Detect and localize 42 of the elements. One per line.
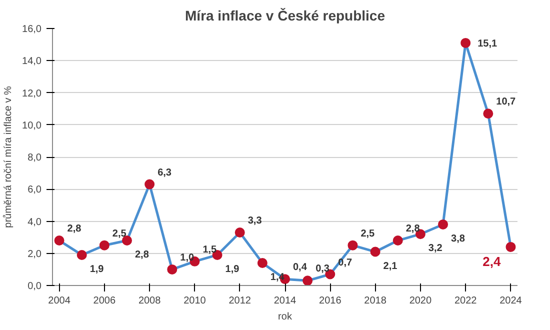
chart-title: Míra inflace v České republice [185,8,386,24]
x-tick-label: 2012 [228,296,252,306]
y-tick-label: 4,0 [28,216,42,228]
data-label: 2,1 [383,260,398,272]
x-tick-label: 2004 [48,296,71,306]
data-label: 6,3 [158,167,172,178]
x-tick-label: 2014 [274,296,297,306]
data-label: 2,8 [67,224,82,235]
x-tick-label: 2016 [319,296,342,306]
y-tick-label: 2,0 [28,248,42,260]
x-tick-label: 2022 [454,296,478,306]
data-label: 3,2 [428,243,443,254]
y-tick-label: 8,0 [28,152,42,164]
data-label: 2,8 [406,224,420,235]
x-tick-label: 2020 [409,296,432,306]
data-label: 2,5 [112,228,127,240]
data-label: 3,3 [248,215,262,226]
y-tick-label: 12,0 [22,88,42,100]
data-label: 10,7 [496,96,516,108]
x-tick-label: 2024 [500,296,522,306]
data-label: 15,1 [478,38,498,50]
y-tick-label: 6,0 [28,184,42,196]
y-tick-label: 14,0 [22,56,42,68]
x-tick-label: 2006 [93,296,116,306]
x-tick-label: 2008 [138,296,162,306]
data-label: 1,9 [225,264,240,275]
y-tick-label: 0,0 [28,281,42,292]
data-label: 2,5 [360,228,376,240]
x-tick-label: 2010 [184,296,206,306]
data-label: 0,4 [293,262,308,274]
data-label: 1,9 [90,264,104,275]
data-label: 2,4 [482,254,502,269]
y-axis-title: průměrná roční míra inflace v % [2,86,14,228]
data-label: 3,8 [451,233,466,244]
data-label: 1,5 [202,244,218,256]
data-label: 0,3 [316,264,330,275]
data-label: 2,8 [134,250,150,261]
x-tick-label: 2018 [364,296,387,306]
y-tick-label: 16,0 [22,24,42,35]
y-tick-label: 10,0 [22,120,42,132]
data-label: 1,0 [180,252,194,264]
x-axis-title: rok [278,312,293,322]
